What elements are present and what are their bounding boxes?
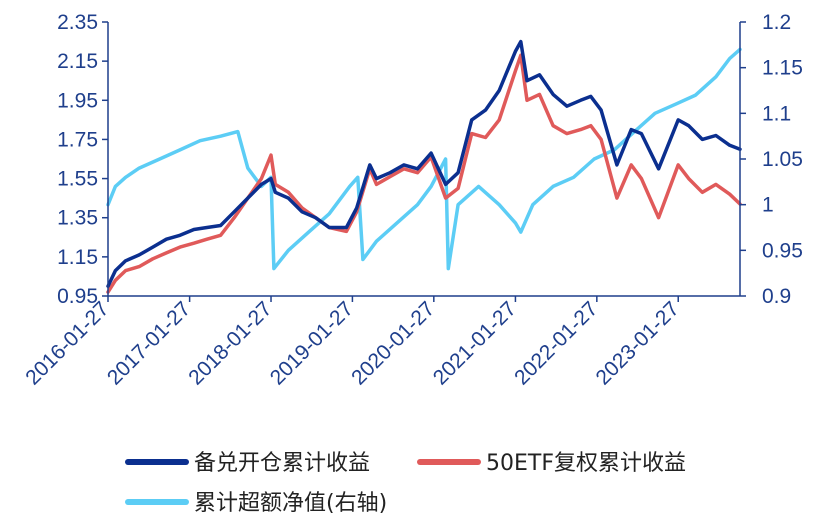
series-line-3 xyxy=(106,47,742,271)
left-tick-label: 1.75 xyxy=(57,128,98,151)
left-axis-ticks: 0.95 1.15 1.35 1.55 1.75 1.95 2.15 2.35 xyxy=(57,11,108,308)
right-tick-label: 1.1 xyxy=(762,102,791,125)
series-line-2 xyxy=(106,53,742,294)
x-tick-label: 2019-01-27 xyxy=(266,297,358,389)
left-tick-label: 2.15 xyxy=(57,50,98,73)
left-tick-label: 1.35 xyxy=(57,207,98,230)
right-tick-label: 0.9 xyxy=(762,285,791,308)
right-axis-ticks: 0.9 0.95 1 1.05 1.1 1.15 1.2 xyxy=(740,11,803,308)
left-tick-label: 0.95 xyxy=(57,285,98,308)
right-tick-label: 1.15 xyxy=(762,57,803,80)
x-axis-ticks: 2016-01-272017-01-272018-01-272019-01-27… xyxy=(21,296,684,389)
x-tick-label: 2017-01-27 xyxy=(103,297,195,389)
x-tick-label: 2021-01-27 xyxy=(429,297,521,389)
x-tick-label: 2016-01-27 xyxy=(21,297,113,389)
x-tick-label: 2020-01-27 xyxy=(347,297,439,389)
left-tick-label: 2.35 xyxy=(57,11,98,34)
x-tick-label: 2018-01-27 xyxy=(184,297,276,389)
x-tick-label: 2022-01-27 xyxy=(510,297,602,389)
x-tick-label: 2023-01-27 xyxy=(592,297,684,389)
right-tick-label: 1 xyxy=(762,194,774,217)
right-tick-label: 1.05 xyxy=(762,148,803,171)
plot-lines xyxy=(106,39,742,294)
series-line-1 xyxy=(106,39,742,288)
left-tick-label: 1.95 xyxy=(57,89,98,112)
legend-label-1: 备兑开仓累计收益 xyxy=(194,451,370,476)
right-tick-label: 0.95 xyxy=(762,239,803,262)
left-tick-label: 1.15 xyxy=(57,246,98,269)
legend-label-3: 累计超额净值(右轴) xyxy=(194,491,387,516)
right-tick-label: 1.2 xyxy=(762,11,791,34)
left-tick-label: 1.55 xyxy=(57,168,98,191)
legend-label-2: 50ETF复权累计收益 xyxy=(486,451,686,476)
